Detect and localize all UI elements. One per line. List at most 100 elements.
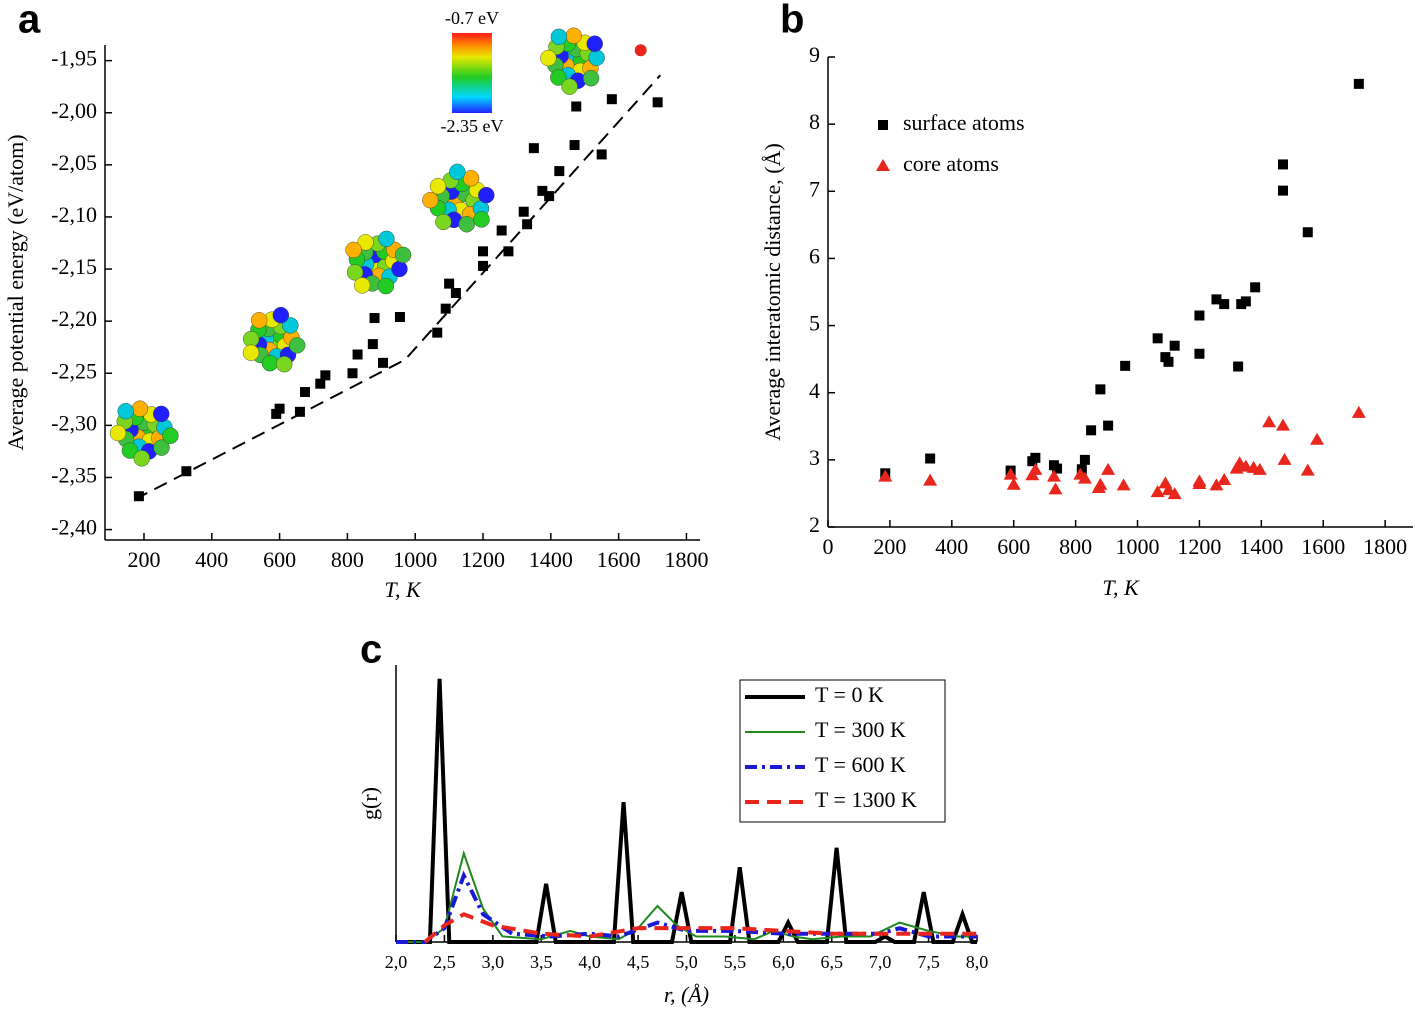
y-tick-label: 9: [809, 42, 820, 67]
point: [1209, 478, 1224, 491]
x-tick-label: 800: [331, 547, 364, 572]
y-tick-label: 6: [809, 243, 820, 268]
cluster-atom: [550, 28, 568, 46]
x-axis-label: T, K: [1102, 575, 1140, 600]
point: [1219, 299, 1230, 310]
x-axis-label: T, K: [384, 577, 422, 602]
point: [1192, 474, 1207, 487]
point: [571, 101, 582, 112]
point: [1351, 405, 1366, 418]
point: [1030, 452, 1041, 463]
cluster-atom: [394, 246, 412, 264]
point: [1194, 310, 1205, 321]
point: [347, 368, 358, 379]
y-tick-label: 7: [809, 176, 820, 201]
point: [1077, 471, 1092, 484]
panel-letter: a: [18, 0, 41, 42]
point: [925, 453, 936, 464]
cluster-atom: [131, 400, 149, 417]
x-tick-label: 6,5: [821, 952, 844, 972]
cluster-atom: [250, 312, 268, 329]
point: [554, 166, 565, 177]
cluster-atom: [588, 49, 605, 66]
point: [1076, 464, 1087, 475]
point: [1150, 485, 1165, 498]
point: [634, 44, 647, 57]
x-tick-label: 400: [195, 547, 228, 572]
point: [440, 303, 451, 314]
x-tick-label: 0: [823, 534, 834, 559]
y-axis-label: Average interatomic distance, (Å): [760, 143, 785, 441]
cluster-atom: [109, 424, 127, 442]
x-tick-label: 3,5: [530, 952, 553, 972]
point: [444, 278, 455, 289]
point: [1276, 418, 1290, 431]
point: [1046, 469, 1061, 482]
x-tick-label: 200: [127, 547, 160, 572]
x-tick-label: 1800: [664, 547, 708, 572]
cluster-atom: [540, 49, 557, 67]
point: [450, 288, 461, 299]
point: [274, 403, 285, 414]
x-tick-label: 600: [263, 547, 296, 572]
x-tick-label: 1200: [1177, 534, 1221, 559]
cluster-atom: [435, 213, 452, 231]
cluster-atom: [276, 355, 293, 373]
cluster-atom: [272, 306, 290, 324]
cluster-atom: [133, 450, 150, 467]
x-tick-label: 1600: [1301, 534, 1345, 559]
point: [1353, 78, 1364, 89]
x-tick-label: 1000: [393, 547, 437, 572]
point: [1217, 473, 1232, 485]
legend-label: T = 300 K: [815, 717, 906, 742]
point: [478, 260, 489, 271]
point: [1277, 452, 1292, 465]
legend-label: core atoms: [903, 151, 999, 176]
cluster-atom: [429, 178, 447, 195]
point: [1048, 482, 1063, 495]
point: [596, 149, 607, 160]
point: [1116, 478, 1131, 491]
x-tick-label: 1400: [1239, 534, 1283, 559]
series-line: [396, 678, 977, 944]
y-tick-label: 3: [809, 445, 820, 470]
point: [1211, 294, 1222, 305]
point: [1093, 477, 1108, 490]
point: [1101, 462, 1116, 475]
legend-label: T = 1300 K: [815, 787, 917, 812]
point: [478, 246, 489, 257]
point: [496, 225, 507, 236]
x-tick-label: 1400: [529, 547, 573, 572]
x-tick-label: 1000: [1116, 534, 1160, 559]
y-tick-label: -2,40: [51, 515, 97, 540]
y-axis-label: g(r): [357, 787, 382, 820]
x-tick-label: 1800: [1363, 534, 1407, 559]
x-tick-label: 5,5: [724, 952, 747, 972]
colorbar-min-label: -2.35 eV: [441, 116, 504, 136]
point: [1250, 282, 1261, 293]
point: [1262, 415, 1277, 428]
cluster-atom: [478, 186, 495, 204]
x-tick-label: 200: [873, 534, 906, 559]
point: [1095, 384, 1106, 395]
point: [1167, 487, 1182, 500]
point: [432, 327, 443, 338]
colorbar: [452, 33, 492, 113]
x-axis-label: r, (Å): [664, 982, 709, 1007]
x-tick-label: 400: [935, 534, 968, 559]
x-tick-label: 2,0: [385, 952, 408, 972]
point: [1079, 454, 1090, 465]
y-tick-label: 8: [809, 109, 820, 134]
y-tick-label: -1,95: [51, 46, 97, 71]
point: [1194, 348, 1205, 359]
cluster-atom: [391, 260, 408, 278]
series-line: [134, 74, 662, 501]
series-line: [396, 849, 977, 943]
legend-box: [739, 679, 946, 823]
cluster-atom: [153, 439, 170, 456]
point: [378, 357, 389, 368]
y-tick-label: 4: [809, 378, 820, 403]
y-axis-label: Average potential energy (eV/atom): [3, 134, 28, 450]
